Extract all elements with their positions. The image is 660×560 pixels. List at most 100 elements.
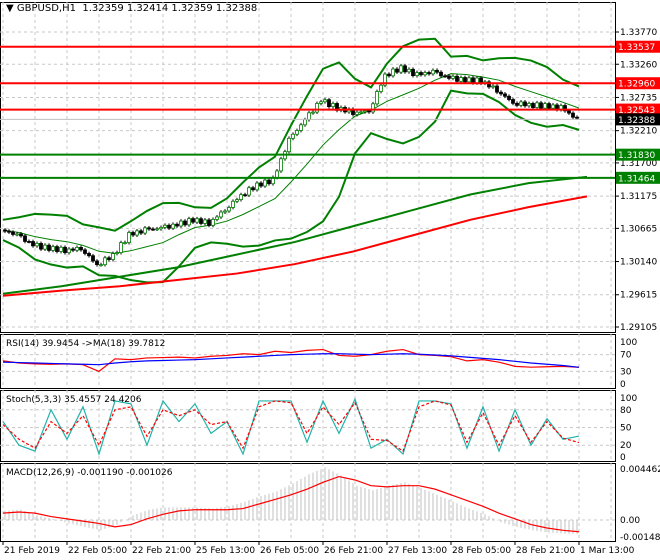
candle: [427, 72, 431, 75]
candle: [571, 112, 575, 118]
candle: [355, 111, 359, 115]
candle: [467, 77, 471, 83]
candle: [51, 246, 55, 251]
rsi-ma-line: [2, 353, 580, 368]
candle: [23, 235, 27, 242]
candle: [235, 199, 239, 202]
candle: [11, 231, 15, 235]
candle: [499, 91, 503, 95]
candle: [227, 207, 231, 212]
candle: [535, 102, 539, 108]
candle: [495, 85, 499, 93]
candle: [539, 102, 543, 109]
current-price-label: 1.32388: [618, 116, 655, 126]
candle: [127, 232, 131, 243]
candle: [123, 242, 127, 244]
candle: [287, 137, 291, 153]
candle: [411, 68, 415, 77]
level-price-label: 1.33537: [618, 43, 655, 53]
candle: [3, 229, 7, 232]
candle: [563, 105, 567, 112]
candle: [395, 68, 399, 73]
candle: [303, 119, 307, 126]
candle: [443, 75, 447, 78]
x-tick-label: 21 Feb 2019: [4, 546, 60, 556]
candle: [27, 241, 31, 243]
panel-frame-2: [0, 390, 616, 462]
support-level-tag: [616, 171, 660, 184]
candle: [279, 158, 283, 172]
ohlc-label: 1.32359 1.32414 1.32359 1.32388: [82, 3, 258, 14]
candle: [143, 227, 147, 234]
candle: [475, 77, 479, 84]
y-tick-label: 1.31175: [620, 192, 657, 202]
candle: [59, 246, 63, 252]
current-price-tag: [616, 113, 660, 126]
candle: [43, 244, 47, 250]
candle: [311, 111, 315, 114]
candle: [431, 69, 435, 75]
candle: [63, 246, 67, 254]
candle: [119, 242, 123, 253]
x-tick-label: 26 Feb 21:00: [324, 546, 383, 556]
rsi-line: [2, 348, 580, 373]
candle: [363, 110, 367, 113]
candle: [111, 253, 115, 260]
candle: [403, 65, 407, 73]
candle: [399, 65, 403, 73]
moving-average-long: [2, 175, 588, 295]
x-tick-label: 22 Feb 05:00: [68, 546, 127, 556]
resistance-level-tag: [616, 103, 660, 116]
candle: [371, 103, 375, 113]
candle: [503, 93, 507, 97]
candle: [207, 219, 211, 226]
y-tick-label: 80: [620, 406, 632, 416]
resistance-level-tag: [616, 40, 660, 53]
candle: [387, 73, 391, 77]
candle: [383, 73, 387, 86]
symbol-label: GBPUSD,H1: [16, 3, 76, 14]
candle: [107, 257, 111, 260]
candle: [171, 223, 175, 229]
indicator-title: MACD(12,26,9) -0.001190 -0.001026: [6, 468, 173, 478]
panel-frame-0: [0, 2, 616, 333]
candle: [103, 257, 107, 266]
level-price-label: 1.31464: [618, 174, 655, 184]
candle: [327, 99, 331, 108]
candle: [187, 218, 191, 226]
y-tick-label: 1.32210: [620, 127, 657, 137]
candle: [215, 216, 219, 220]
x-tick-label: 25 Feb 13:00: [196, 546, 255, 556]
y-tick-label: 0: [620, 453, 626, 463]
candle: [379, 84, 383, 92]
candle: [491, 85, 495, 88]
candle: [451, 75, 455, 79]
candle: [519, 101, 523, 106]
candle: [75, 247, 79, 251]
dropdown-triangle-icon[interactable]: ▼: [6, 3, 14, 14]
candle: [375, 91, 379, 105]
candle: [179, 220, 183, 227]
candle: [435, 69, 439, 73]
candle: [191, 218, 195, 223]
candle: [299, 124, 303, 131]
y-tick-label: 1.30140: [620, 258, 657, 268]
candle: [247, 187, 251, 196]
candle: [15, 233, 19, 236]
candle: [151, 228, 155, 231]
candle: [83, 249, 87, 254]
candle: [71, 248, 75, 251]
x-tick-label: 26 Feb 05:00: [260, 546, 319, 556]
candle: [131, 232, 135, 236]
y-tick-label: 1.31700: [620, 159, 657, 169]
x-tick-label: 27 Feb 13:00: [388, 546, 447, 556]
candle: [67, 248, 71, 254]
candle: [315, 103, 319, 113]
x-tick-label: 22 Feb 21:00: [132, 546, 191, 556]
candle: [115, 252, 119, 254]
candle: [39, 242, 43, 250]
candle: [87, 253, 91, 257]
candle: [459, 77, 463, 82]
x-tick-label: 28 Feb 21:00: [516, 546, 575, 556]
candle: [35, 242, 39, 247]
